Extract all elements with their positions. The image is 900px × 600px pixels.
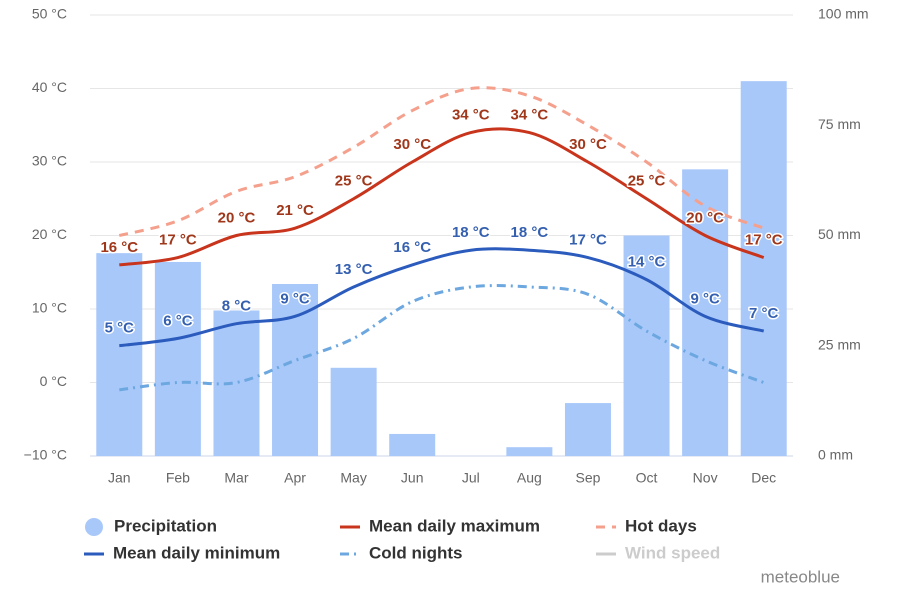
x-tick-label: Jul <box>462 470 480 486</box>
precipitation-bar <box>154 261 201 456</box>
precipitation-bar <box>389 433 436 456</box>
data-label: 18 °C <box>511 224 549 241</box>
y2-tick-label: 0 mm <box>818 447 853 463</box>
data-label: 25 °C <box>335 173 373 190</box>
y-tick-label: 10 °C <box>32 300 67 316</box>
legend-symbol <box>85 518 103 536</box>
line <box>118 86 765 237</box>
data-label: 6 °C <box>163 312 193 329</box>
y-tick-label: 50 °C <box>32 6 67 22</box>
y2-tick-label: 100 mm <box>818 6 869 22</box>
precipitation-bar <box>506 447 553 456</box>
precipitation-bar <box>213 310 260 456</box>
legend-label: Cold nights <box>369 543 462 562</box>
data-label: 16 °C <box>393 239 431 256</box>
data-label: 30 °C <box>393 136 431 153</box>
y-tick-label: −10 °C <box>24 447 67 463</box>
data-label: 17 °C <box>569 232 607 249</box>
data-label: 20 °C <box>686 209 724 226</box>
y2-tick-label: 75 mm <box>818 116 861 132</box>
precipitation-bar <box>740 81 787 457</box>
data-label: 34 °C <box>511 107 549 124</box>
x-tick-label: Oct <box>636 470 658 486</box>
x-tick-label: Dec <box>751 470 776 486</box>
data-label: 18 °C <box>452 224 490 241</box>
y-tick-label: 20 °C <box>32 226 67 242</box>
data-label: 5 °C <box>105 320 135 337</box>
y2-tick-label: 25 mm <box>818 336 861 352</box>
x-tick-label: Mar <box>224 470 248 486</box>
x-tick-label: Aug <box>517 470 542 486</box>
data-label: 13 °C <box>335 261 373 278</box>
data-label: 7 °C <box>749 305 779 322</box>
data-label: 17 °C <box>159 232 197 249</box>
y-tick-label: 30 °C <box>32 153 67 169</box>
x-tick-label: May <box>340 470 366 486</box>
y-tick-label: 40 °C <box>32 79 67 95</box>
data-label: 17 °C <box>745 232 783 249</box>
line <box>119 284 765 392</box>
x-tick-label: Nov <box>693 470 718 486</box>
data-label: 9 °C <box>280 290 310 307</box>
data-label: 21 °C <box>276 202 314 219</box>
precipitation-bar <box>682 169 729 456</box>
precipitation-bar <box>272 284 319 456</box>
data-label: 25 °C <box>628 173 666 190</box>
precipitation-bar <box>330 367 377 456</box>
y-tick-label: 0 °C <box>40 373 67 389</box>
legend-label: Hot days <box>625 516 697 535</box>
x-tick-label: Jan <box>108 470 131 486</box>
data-label: 34 °C <box>452 107 490 124</box>
data-label: 14 °C <box>628 254 666 271</box>
legend-label: Mean daily minimum <box>113 543 280 562</box>
precipitation-bar <box>564 403 611 456</box>
legend-label: Precipitation <box>114 516 217 535</box>
data-label: 9 °C <box>690 290 720 307</box>
legend-label: Mean daily maximum <box>369 516 540 535</box>
line <box>119 247 765 348</box>
watermark: meteoblue <box>761 567 840 586</box>
data-label: 20 °C <box>218 209 256 226</box>
precipitation-bar <box>96 253 143 456</box>
data-label: 8 °C <box>222 298 252 315</box>
line <box>119 127 765 267</box>
x-tick-label: Jun <box>401 470 424 486</box>
x-tick-label: Feb <box>166 470 190 486</box>
data-label: 16 °C <box>100 239 138 256</box>
x-tick-label: Apr <box>284 470 306 486</box>
legend-label: Wind speed <box>625 543 720 562</box>
y2-tick-label: 50 mm <box>818 226 861 242</box>
data-label: 30 °C <box>569 136 607 153</box>
x-tick-label: Sep <box>575 470 600 486</box>
